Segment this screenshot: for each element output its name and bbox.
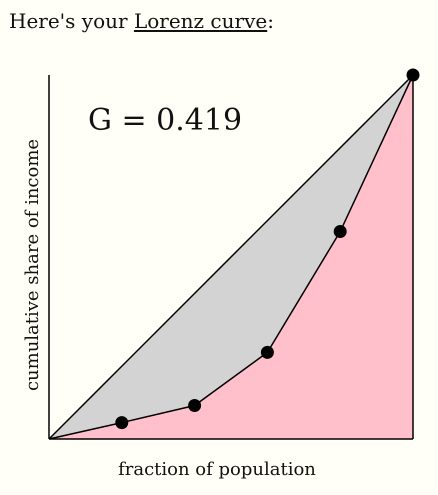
intro-text: Here's your Lorenz curve:: [9, 8, 274, 34]
data-point: [188, 399, 202, 413]
y-axis-label: cumulative share of income: [22, 139, 43, 391]
area-under-curve: [49, 75, 413, 439]
data-point: [260, 345, 274, 359]
lorenz-curve-line: [48, 74, 414, 440]
lorenz-curve-link[interactable]: Lorenz curve: [133, 9, 268, 33]
chart-markers: [115, 68, 420, 430]
data-point: [406, 68, 420, 82]
data-point: [115, 416, 129, 430]
x-axis-label: fraction of population: [118, 459, 316, 480]
chart-axes: [48, 75, 413, 440]
equality-line: [48, 74, 414, 440]
gini-annotation: G = 0.419: [88, 103, 242, 138]
intro-suffix: :: [267, 9, 274, 33]
intro-prefix: Here's your: [9, 9, 134, 33]
chart-lines: [48, 74, 414, 440]
data-point: [333, 225, 347, 239]
